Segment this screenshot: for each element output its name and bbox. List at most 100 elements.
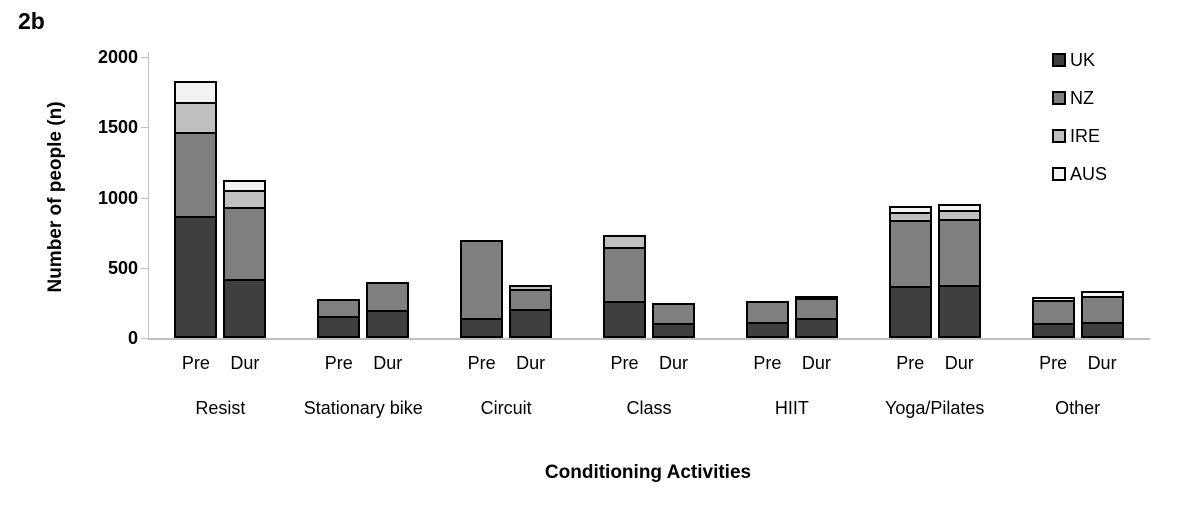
legend-item: IRE [1052,126,1107,146]
bar-segment [794,317,838,338]
bar-group [863,57,1006,338]
bar-label: Dur [230,353,260,373]
category-label: Stationary bike [303,398,423,418]
bar-label: Dur [658,353,688,373]
legend-swatch [1052,167,1066,181]
legend-label: NZ [1070,88,1094,108]
bar-segment [1080,321,1124,338]
category-label: HIIT [774,398,809,418]
bar-group [292,57,435,338]
y-tick-mark [141,338,148,339]
bar-segment [174,132,218,218]
y-tick-mark [141,127,148,129]
bar-segment [888,286,932,338]
bar-label: Pre [610,353,639,373]
y-tick-label: 1000 [97,187,138,208]
bar-segment [745,321,789,338]
bar-group [720,57,863,338]
legend-item: NZ [1052,88,1107,108]
x-axis-line [148,338,1150,340]
stacked-bar [366,281,410,338]
bar-pair-label-group: Pre Dur [292,353,435,374]
bar-label: Dur [516,353,546,373]
category-labels: Resist Stationary bike Circuit Class HIIT Yog… [149,398,1149,419]
bar-segment [1031,299,1075,326]
bar-segment [223,279,267,338]
figure-label: 2b [18,8,45,34]
bar-group [578,57,721,338]
bar-segment [366,309,410,338]
bar-group [149,57,292,338]
bar-label: Dur [944,353,974,373]
bar-label: Pre [181,353,210,373]
bar-segment [745,301,789,324]
bar-segment [174,215,218,338]
stacked-bar [745,301,789,338]
bar-label: Dur [373,353,403,373]
bar-segment [366,281,410,312]
bar-segment [460,318,504,338]
bar-segment [317,315,361,338]
stacked-bar [1031,297,1075,338]
bar-pair-label-group: Pre Dur [149,353,292,374]
stacked-bar [317,299,361,338]
bar-segment [937,285,981,338]
legend-label: UK [1070,50,1096,70]
plot-area [149,57,1149,338]
legend-label: IRE [1070,126,1101,146]
y-tick-label: 2000 [97,47,138,67]
bar-pair-label-group: Pre Dur [435,353,578,374]
bar-segment [603,247,646,304]
y-axis-line [148,52,149,339]
y-tick-label: 500 [107,257,138,278]
bar-pair-labels: Pre Dur Pre Dur Pre Dur Pre Dur Pre Dur Pre Dur Pre D… [149,353,1149,374]
bar-pair-label-group: Pre Dur [863,353,1006,374]
stacked-bar [937,204,981,338]
bar-label: Dur [1087,353,1117,373]
category-label: Yoga/Pilates [885,398,985,418]
y-tick-mark [141,57,148,58]
bar-segment [509,309,553,338]
bar-label: Dur [801,353,831,373]
category-label: Class [626,398,672,418]
stacked-bar [460,240,504,338]
bar-pair-label-group: Pre Dur [720,353,863,374]
stacked-bar [509,285,553,338]
legend-swatch [1052,53,1066,67]
bar-group [1006,57,1149,338]
bar-group [435,57,578,338]
stacked-bar [888,206,932,338]
bar-segment [888,219,932,289]
stacked-bar [603,235,646,338]
bar-segment [937,219,981,288]
category-label: Other [1055,398,1101,418]
stacked-bar [223,180,267,338]
legend-swatch [1052,91,1066,105]
bar-segment [460,240,504,321]
bar-segment [174,101,218,135]
bar-segment [652,322,695,338]
bar-label: Pre [1039,353,1068,373]
y-tick-label: 0 [127,328,138,348]
bar-label: Pre [467,353,496,373]
bar-label: Pre [896,353,925,373]
y-tick-label: 1500 [97,117,138,138]
bar-segment [223,207,267,281]
bar-segment [603,301,646,338]
category-label: Circuit [480,398,532,418]
bar-segment [794,297,838,320]
bar-segment [174,81,218,104]
stacked-bar [652,302,695,338]
bar-segment [1031,323,1075,338]
legend-label: AUS [1070,164,1108,184]
stacked-bar [1080,290,1124,338]
legend-item: UK [1052,50,1107,70]
bar-label: Pre [324,353,353,373]
bar-label: Pre [753,353,782,373]
y-tick-mark [141,197,148,199]
bar-segment [652,302,695,325]
category-label: Resist [195,398,246,418]
bar-segment [1080,296,1124,324]
stacked-bar [794,295,838,338]
